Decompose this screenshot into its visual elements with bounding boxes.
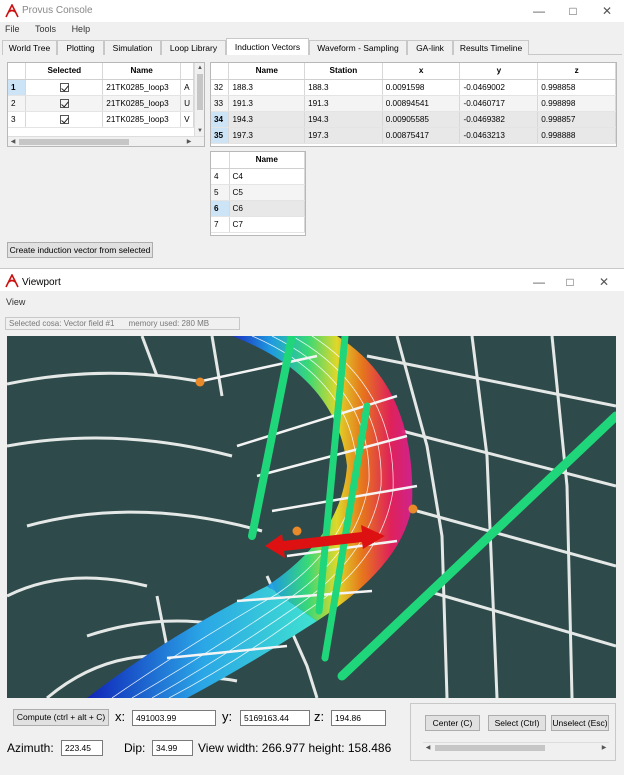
selection-controls-group: Center (C) Select (Ctrl) Unselect (Esc) … bbox=[410, 703, 616, 761]
tab-loop-library[interactable]: Loop Library bbox=[161, 40, 226, 55]
y-label: y: bbox=[222, 709, 233, 724]
selected-checkbox[interactable] bbox=[59, 98, 69, 108]
col-x[interactable]: x bbox=[382, 63, 461, 80]
tab-simulation[interactable]: Simulation bbox=[104, 40, 161, 55]
surface-grid bbox=[7, 336, 616, 698]
table-row[interactable]: 35 197.3 197.3 0.00875417 -0.0463213 0.9… bbox=[211, 127, 616, 144]
col-station[interactable]: Station bbox=[304, 63, 383, 80]
console-window: Provus Console — □ ✕ File Tools Help Wor… bbox=[0, 0, 624, 268]
loops-vscroll[interactable]: ▲ ▼ bbox=[194, 63, 204, 136]
z-coordinate-field[interactable]: 194.86 bbox=[331, 710, 386, 726]
loops-table: Selected Name 1 21TK0285_loop3 A 2 21TK0… bbox=[8, 63, 194, 128]
table-row[interactable]: 7 C7 bbox=[211, 216, 305, 233]
table-row[interactable]: 1 21TK0285_loop3 A bbox=[8, 79, 194, 96]
induction-band-lower bbox=[87, 586, 317, 698]
stations-table: Name Station x y z 32 188.3 188.3 0.0091… bbox=[211, 63, 616, 144]
memory-used-text: memory used: 280 MB bbox=[128, 319, 210, 328]
console-titlebar: Provus Console — □ ✕ bbox=[0, 0, 624, 22]
scroll-right-icon[interactable]: ▶ bbox=[601, 745, 607, 751]
loops-table-panel: Selected Name 1 21TK0285_loop3 A 2 21TK0… bbox=[7, 62, 205, 147]
selected-checkbox[interactable] bbox=[59, 82, 69, 92]
view-dimensions-text: View width: 266.977 height: 158.486 bbox=[198, 741, 392, 755]
compute-button[interactable]: Compute (ctrl + alt + C) bbox=[13, 709, 109, 726]
x-coordinate-field[interactable]: 491003.99 bbox=[132, 710, 216, 726]
tab-ga-link[interactable]: GA-link bbox=[407, 40, 453, 55]
select-button[interactable]: Select (Ctrl) bbox=[488, 715, 546, 731]
selected-cosa-text: Selected cosa: Vector field #1 bbox=[9, 319, 115, 328]
maximize-button[interactable]: □ bbox=[566, 275, 574, 289]
induction-vectors[interactable] bbox=[248, 336, 616, 681]
maximize-button[interactable]: □ bbox=[569, 4, 577, 18]
table-row[interactable]: 5 C5 bbox=[211, 184, 305, 201]
tab-bar: World Tree Plotting Simulation Loop Libr… bbox=[2, 38, 622, 55]
tab-world-tree[interactable]: World Tree bbox=[2, 40, 57, 55]
z-label: z: bbox=[314, 709, 325, 724]
dip-label: Dip: bbox=[124, 741, 146, 755]
close-button[interactable]: ✕ bbox=[598, 275, 610, 289]
viewport-window: Viewport — □ ✕ View Selected cosa: Vecto… bbox=[0, 268, 624, 775]
scroll-down-icon[interactable]: ▼ bbox=[197, 128, 203, 134]
close-button[interactable]: ✕ bbox=[601, 4, 613, 18]
table-row[interactable]: 4 C4 bbox=[211, 168, 305, 185]
col-name[interactable]: Name bbox=[228, 63, 306, 80]
tab-induction-vectors[interactable]: Induction Vectors bbox=[226, 38, 309, 55]
minimize-button[interactable]: — bbox=[533, 275, 545, 289]
scroll-left-icon[interactable]: ◀ bbox=[425, 745, 431, 751]
col-z[interactable]: z bbox=[537, 63, 616, 80]
selected-vector-arrow[interactable] bbox=[265, 525, 385, 558]
selected-checkbox[interactable] bbox=[59, 114, 69, 124]
provus-logo-icon bbox=[5, 4, 19, 18]
3d-viewport-canvas[interactable] bbox=[7, 336, 616, 698]
x-label: x: bbox=[115, 709, 126, 724]
minimize-button[interactable]: — bbox=[533, 4, 545, 18]
menu-tools[interactable]: Tools bbox=[35, 24, 57, 34]
menu-view[interactable]: View bbox=[6, 297, 26, 307]
tab-plotting[interactable]: Plotting bbox=[57, 40, 104, 55]
col-y[interactable]: y bbox=[459, 63, 539, 80]
table-row[interactable]: 33 191.3 191.3 0.00894541 -0.0460717 0.9… bbox=[211, 95, 616, 112]
scroll-left-icon[interactable]: ◀ bbox=[10, 139, 16, 145]
col-selected[interactable]: Selected bbox=[25, 63, 104, 80]
scroll-up-icon[interactable]: ▲ bbox=[197, 65, 203, 71]
status-info-bar: Selected cosa: Vector field #1 memory us… bbox=[5, 317, 240, 330]
provus-logo-icon bbox=[5, 274, 19, 288]
unselect-button[interactable]: Unselect (Esc) bbox=[551, 715, 609, 731]
table-row[interactable]: 3 21TK0285_loop3 V bbox=[8, 111, 194, 128]
channels-table: Name 4 C4 5 C5 6 C6 7 C7 bbox=[211, 152, 305, 233]
table-row[interactable]: 32 188.3 188.3 0.0091598 -0.0469002 0.99… bbox=[211, 79, 616, 96]
viewport-menubar: View bbox=[0, 297, 33, 311]
loops-hscroll[interactable]: ◀ ▶ bbox=[8, 136, 204, 146]
menubar: File Tools Help bbox=[0, 24, 98, 38]
3d-scene[interactable] bbox=[7, 336, 616, 698]
table-row[interactable]: 34 194.3 194.3 0.00905585 -0.0469382 0.9… bbox=[211, 111, 616, 128]
tab-results-timeline[interactable]: Results Timeline bbox=[453, 40, 529, 55]
viewport-title: Viewport bbox=[22, 277, 61, 288]
table-row[interactable]: 2 21TK0285_loop3 U bbox=[8, 95, 194, 112]
y-coordinate-field[interactable]: 5169163.44 bbox=[240, 710, 310, 726]
menu-file[interactable]: File bbox=[5, 24, 20, 34]
azimuth-field[interactable]: 223.45 bbox=[61, 740, 103, 756]
station-markers[interactable] bbox=[195, 377, 418, 536]
stations-table-panel: Name Station x y z 32 188.3 188.3 0.0091… bbox=[210, 62, 617, 147]
table-row[interactable]: 6 C6 bbox=[211, 200, 305, 217]
menu-help[interactable]: Help bbox=[71, 24, 91, 34]
viewport-titlebar: Viewport — □ ✕ bbox=[0, 269, 624, 291]
controls-hscroll[interactable]: ◀ ▶ bbox=[423, 742, 609, 752]
col-name[interactable]: Name bbox=[229, 152, 305, 169]
center-button[interactable]: Center (C) bbox=[425, 715, 480, 731]
col-name[interactable]: Name bbox=[102, 63, 182, 80]
scroll-right-icon[interactable]: ▶ bbox=[186, 139, 192, 145]
window-title: Provus Console bbox=[22, 5, 93, 16]
tab-waveform-sampling[interactable]: Waveform - Sampling bbox=[309, 40, 407, 55]
channels-table-panel: Name 4 C4 5 C5 6 C6 7 C7 bbox=[210, 151, 306, 236]
band-section-lines bbox=[166, 354, 418, 660]
azimuth-label: Azimuth: bbox=[7, 741, 54, 755]
create-induction-vector-button[interactable]: Create induction vector from selected bbox=[7, 242, 153, 258]
dip-field[interactable]: 34.99 bbox=[152, 740, 193, 756]
